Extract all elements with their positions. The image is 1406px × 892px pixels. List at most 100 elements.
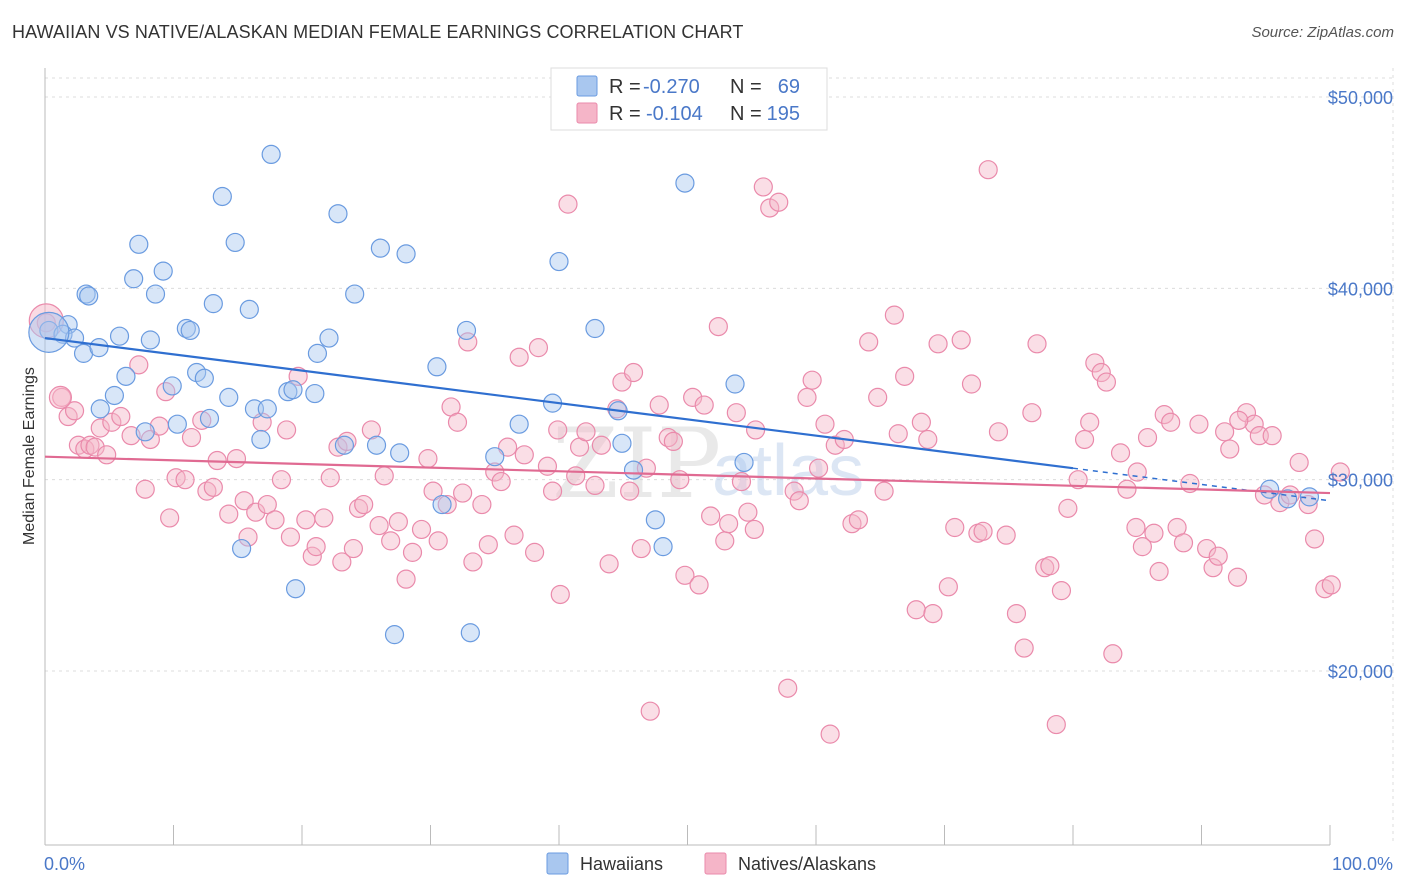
hawaiian-point-28: [225, 232, 245, 253]
hawaiian-point-49: [427, 357, 447, 377]
legend-bottom: Hawaiians Natives/Alaskans: [546, 852, 876, 875]
native-point-118: [808, 458, 829, 478]
native-point-94: [649, 395, 669, 415]
native-point-97: [670, 470, 690, 490]
hawaiian-point-19: [167, 414, 187, 434]
native-point-48: [354, 494, 374, 515]
hawaiian-point-47: [390, 443, 410, 463]
hawaiian-point-27: [219, 387, 239, 407]
native-point-136: [945, 517, 965, 538]
native-point-190: [1321, 575, 1341, 595]
hawaiian-point-cluster: [28, 311, 70, 353]
native-point-188: [1304, 529, 1325, 549]
native-point-41: [314, 508, 334, 528]
legend-top-r-label-1: R =: [609, 76, 641, 98]
hawaiian-point-62: [653, 537, 673, 557]
hawaiian-point-41: [328, 204, 348, 224]
hawaiian-point-63: [675, 173, 695, 193]
native-point-145: [1014, 638, 1034, 658]
native-point-9: [97, 445, 117, 465]
hawaiian-point-60: [623, 460, 644, 480]
native-point-53: [388, 512, 408, 532]
native-point-128: [888, 424, 908, 444]
hawaiian-point-54: [509, 414, 529, 434]
hawaiian-trend-line: [44, 336, 1074, 470]
native-point-142: [988, 422, 1009, 442]
watermark-zip: ZIP: [552, 408, 721, 520]
y-tick-labels: $50,000 $40,000 $30,000 $20,000: [1328, 88, 1393, 682]
native-point-144: [1006, 603, 1027, 624]
y-tick-label-3: $20,000: [1328, 662, 1393, 682]
hawaiian-point-7: [89, 338, 109, 358]
native-point-96: [663, 431, 683, 451]
hawaiian-point-13: [129, 234, 149, 254]
native-point-91: [631, 538, 651, 559]
native-point-127: [884, 305, 904, 325]
native-point-38: [296, 510, 316, 530]
source-label: Source: ZipAtlas.com: [1251, 24, 1394, 41]
native-point-52: [381, 531, 401, 551]
legend-top-r-value-1: -0.270: [643, 76, 700, 98]
native-point-57: [418, 449, 438, 469]
axes: [44, 68, 1331, 846]
native-point-81: [566, 466, 586, 486]
native-point-131: [911, 412, 931, 432]
native-point-21: [181, 427, 202, 448]
native-point-192: [1229, 410, 1249, 430]
native-point-183: [1262, 426, 1282, 446]
legend-bottom-natives: Natives/Alaskans: [738, 854, 876, 874]
native-point-40: [306, 537, 326, 557]
native-point-59: [428, 531, 448, 551]
native-point-58: [423, 481, 443, 501]
native-point-86: [599, 554, 619, 574]
native-point-147: [1027, 334, 1047, 354]
native-point-46: [343, 538, 363, 559]
hawaiian-point-51: [456, 320, 477, 341]
hawaiian-point-17: [153, 261, 173, 281]
native-point-54: [396, 569, 416, 589]
hawaiian-point-11: [116, 366, 136, 386]
native-point-102: [701, 506, 721, 526]
native-point-126: [874, 481, 894, 501]
native-point-165: [1144, 523, 1164, 543]
native-point-100: [689, 575, 709, 595]
hawaiian-point-25: [203, 294, 223, 314]
hawaiian-point-65: [734, 452, 754, 473]
chart-title: HAWAIIAN VS NATIVE/ALASKAN MEDIAN FEMALE…: [12, 22, 744, 42]
native-point-74: [524, 542, 545, 562]
hawaiian-point-6: [79, 286, 99, 306]
hawaiian-point-43: [345, 284, 365, 304]
hawaiian-points: [28, 144, 1320, 645]
native-point-29: [238, 527, 258, 547]
hawaiian-point-59: [612, 433, 632, 453]
hawaiian-point-29: [232, 538, 252, 559]
native-point-49: [361, 420, 381, 440]
hawaiian-point-64: [725, 374, 745, 394]
native-point-170: [1173, 533, 1194, 553]
native-point-173: [1197, 538, 1217, 559]
hawaiian-point-38: [305, 383, 325, 404]
hawaiian-point-32: [251, 429, 271, 450]
native-point-174: [1203, 558, 1223, 578]
native-point-12: [121, 426, 141, 446]
native-point-34: [271, 470, 292, 490]
hawaiian-point-46: [384, 625, 405, 645]
native-point-125: [868, 387, 888, 407]
native-point-146: [1022, 403, 1042, 423]
native-point-152: [1058, 498, 1078, 518]
native-point-55: [402, 542, 423, 562]
native-point-164: [1137, 427, 1158, 448]
native-point-50: [369, 515, 389, 536]
native-point-103: [708, 317, 728, 337]
hawaiian-point-52: [460, 623, 480, 643]
hawaiian-point-21: [180, 320, 200, 341]
native-point-78: [548, 420, 568, 440]
native-point-51: [374, 466, 394, 486]
hawaiian-point-33: [257, 399, 277, 419]
legend-top-swatch-natives: [576, 102, 598, 124]
legend-top: R = -0.270 N = 69 R = -0.104 N = 195: [550, 67, 828, 131]
native-point-163: [1132, 537, 1152, 557]
hawaiian-point-56: [549, 251, 569, 272]
native-point-143: [996, 525, 1016, 545]
native-point-156: [1085, 353, 1105, 373]
